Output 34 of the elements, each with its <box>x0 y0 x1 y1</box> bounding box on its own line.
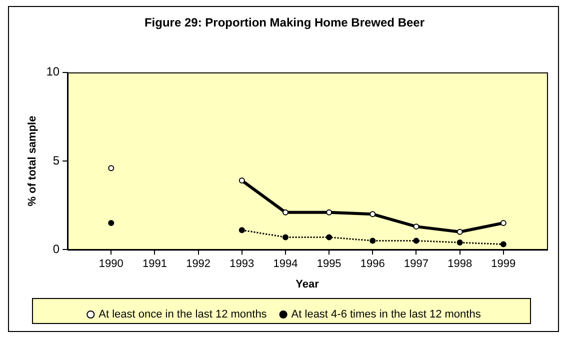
x-tick-label: 1995 <box>316 258 342 270</box>
legend-label: At least 4-6 times in the last 12 months <box>291 308 482 321</box>
point <box>456 240 463 246</box>
x-tick-label: 1990 <box>98 258 124 270</box>
y-tick-label: 5 <box>52 153 60 168</box>
point <box>413 224 420 230</box>
y-axis-title: % of total sample <box>26 116 39 206</box>
point <box>456 228 463 235</box>
x-tick-label: 1998 <box>448 258 472 270</box>
x-tick-label: 1996 <box>360 258 385 270</box>
point <box>413 238 420 244</box>
point <box>500 241 506 248</box>
x-tick-label: 1994 <box>273 258 298 270</box>
point <box>282 209 288 216</box>
x-tick-label: 1991 <box>142 258 167 270</box>
x-tick-label: 1992 <box>186 258 211 270</box>
x-axis-title: Year <box>296 278 320 290</box>
point <box>500 220 506 226</box>
point <box>108 165 114 172</box>
point <box>238 177 245 184</box>
legend-label: At least once in the last 12 months <box>98 308 268 321</box>
point <box>108 220 114 226</box>
x-tick-label: 1997 <box>404 258 428 270</box>
x-tick-label: 1993 <box>230 258 254 270</box>
x-tick-label: 1999 <box>491 258 516 270</box>
point <box>238 227 245 234</box>
y-tick-label: 0 <box>52 242 60 256</box>
point <box>370 211 376 218</box>
y-tick-label: 10 <box>46 64 60 79</box>
point <box>326 209 332 216</box>
point <box>326 234 332 240</box>
chart-title: Figure 29: Proportion Making Home Brewed Beer <box>144 16 425 30</box>
point <box>282 234 288 240</box>
point <box>370 238 376 244</box>
